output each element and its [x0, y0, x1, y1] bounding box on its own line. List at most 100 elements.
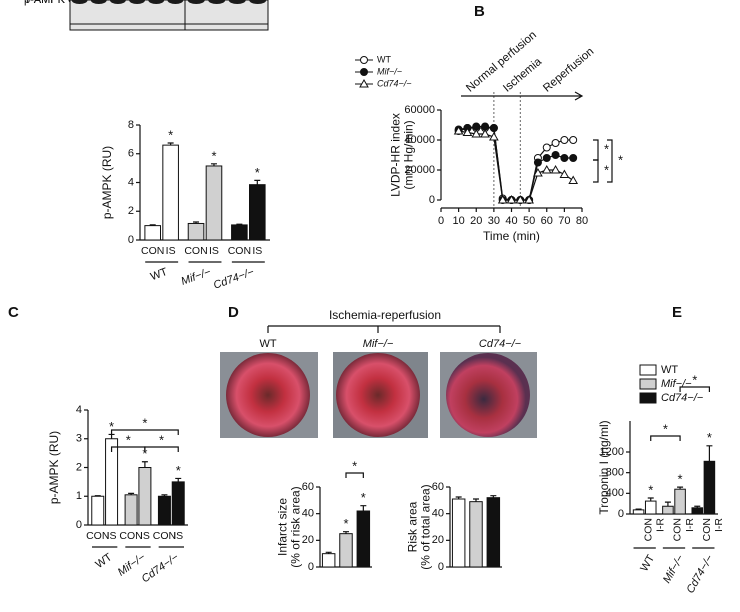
y-tick-label: 4 — [76, 404, 82, 416]
panel-letter: C — [8, 304, 19, 321]
point — [497, 194, 508, 204]
error-bar — [108, 433, 115, 439]
group-label: Mif−/− — [661, 552, 687, 585]
point — [462, 127, 473, 136]
x-tick-label: 50 — [523, 215, 535, 227]
heart-image — [226, 353, 310, 437]
blot-label: T-AMPK — [24, 0, 66, 6]
x-tick-label: 80 — [576, 215, 588, 227]
bar — [703, 460, 716, 515]
point — [559, 169, 570, 178]
genotype-label: WT — [259, 338, 276, 350]
significance-bracket — [650, 435, 681, 441]
error-bar — [490, 495, 497, 498]
y-tick-label: 20000 — [404, 164, 435, 176]
legend-swatch — [639, 378, 657, 390]
x-tick-label: 10 — [453, 215, 465, 227]
group-label: Cd74−/− — [212, 266, 256, 292]
point — [569, 154, 578, 162]
x-tick-label: 20 — [470, 215, 482, 227]
heart-image — [446, 353, 530, 437]
x-tick-label: CON — [119, 530, 142, 542]
group-label: WT — [149, 266, 169, 283]
y-axis-label: p-AMPK (RU) — [47, 431, 61, 504]
error-bar — [210, 163, 217, 166]
y-tick-label: 60 — [302, 481, 314, 493]
genotype-label: Cd74−/− — [479, 338, 522, 350]
group-label: WT — [638, 553, 657, 574]
y-tick-label: 0 — [429, 194, 435, 206]
y-axis-label: Troponin I (ng/ml) — [597, 420, 611, 514]
blot-label: p-AMPK — [24, 0, 66, 6]
x-tick-label: I-R — [713, 518, 725, 532]
significance-bracket — [345, 472, 364, 478]
point — [480, 128, 490, 138]
bar — [171, 481, 185, 526]
bar — [162, 144, 179, 241]
bar — [674, 488, 686, 515]
significance-bracket — [593, 159, 599, 183]
point — [533, 158, 542, 167]
y-tick-label: 20 — [302, 534, 314, 546]
point — [560, 136, 569, 144]
x-tick-label: IS — [107, 530, 117, 542]
point — [542, 154, 551, 162]
y-tick-label: 8 — [128, 119, 134, 131]
x-tick-label: CON — [228, 245, 251, 257]
significance-bracket — [144, 446, 179, 452]
legend-label: Mif−/− — [377, 66, 402, 76]
y-tick-label: 0 — [618, 508, 624, 520]
point — [471, 128, 482, 138]
bar — [91, 495, 105, 526]
point — [472, 122, 481, 131]
y-tick-label: 800 — [606, 467, 624, 479]
bar — [187, 222, 205, 241]
significance-mark: * — [707, 430, 712, 445]
y-tick-label: 400 — [606, 487, 624, 499]
x-tick-label: CON — [672, 518, 684, 541]
legend-marker — [360, 56, 368, 64]
error-bar — [664, 501, 671, 507]
x-tick-label: CON — [184, 245, 207, 257]
blot — [69, 0, 186, 25]
error-bar — [167, 142, 174, 146]
error-bar — [343, 531, 349, 534]
time-arrow — [461, 91, 584, 101]
y-tick-label: 4 — [128, 176, 134, 188]
point — [550, 164, 561, 174]
bar — [138, 467, 152, 526]
y-tick-label: 20 — [432, 534, 444, 546]
bar — [486, 497, 501, 568]
point — [569, 136, 578, 144]
error-bar — [141, 461, 148, 468]
significance-mark: * — [109, 419, 114, 434]
y-tick-label: 40 — [432, 508, 444, 520]
point — [453, 125, 464, 135]
bar — [205, 165, 223, 241]
panel-letter: D — [228, 304, 239, 321]
group-label: Cd74−/− — [140, 551, 182, 585]
y-axis-label: (mm Hg/min) — [402, 120, 416, 189]
x-tick-label: IS — [140, 530, 150, 542]
y-tick-label: 60 — [432, 481, 444, 493]
group-label: Mif−/− — [180, 266, 213, 288]
phase-label: Reperfusion — [541, 46, 596, 95]
error-bar — [128, 492, 135, 495]
bar — [124, 494, 138, 526]
legend-label: Cd74−/− — [661, 392, 704, 404]
y-axis-label: p-AMPK (RU) — [100, 146, 114, 219]
bracket-label: * — [142, 415, 147, 430]
x-tick-label: 40 — [505, 215, 517, 227]
panel-letter: E — [672, 304, 682, 321]
error-bar — [254, 179, 261, 185]
significance-bracket — [593, 139, 599, 161]
x-tick-label: IS — [209, 245, 219, 257]
error-bar — [94, 495, 101, 497]
y-axis-label: (% of risk area) — [289, 486, 303, 567]
panel-d-images — [220, 325, 537, 438]
error-bar — [149, 224, 156, 226]
significance-mark: * — [343, 516, 348, 531]
y-tick-label: 0 — [308, 561, 314, 573]
legend-marker — [359, 78, 369, 88]
